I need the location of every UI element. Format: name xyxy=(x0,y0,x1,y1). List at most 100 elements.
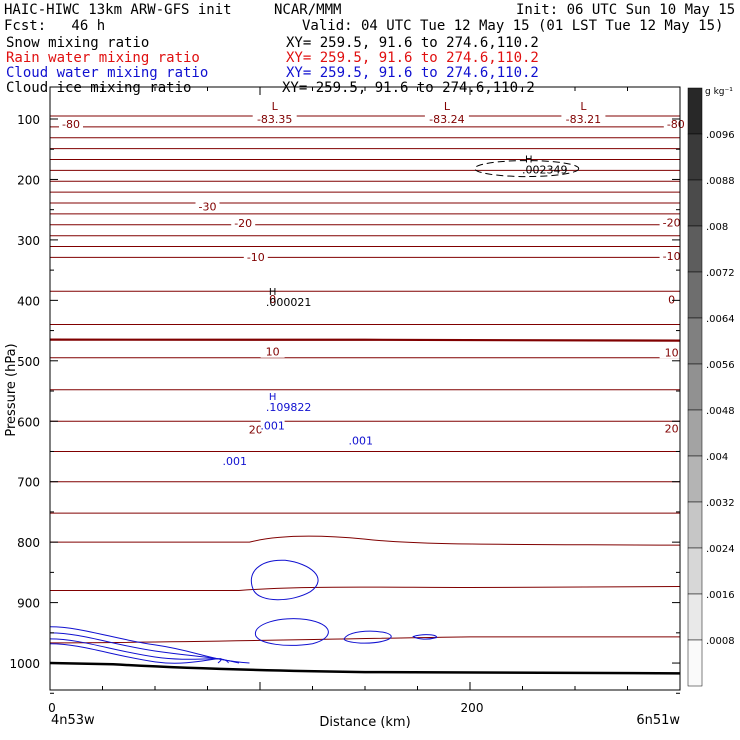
label-background xyxy=(659,293,684,306)
colorbar-tick-label: .0024 xyxy=(706,544,735,555)
maximum-symbol: H xyxy=(269,392,277,403)
isotherm-line xyxy=(49,245,681,248)
y-tick-label: 100 xyxy=(17,113,40,127)
y-tick-label: 900 xyxy=(17,597,40,611)
cloud-water-contour xyxy=(49,643,222,664)
isotherm-line xyxy=(50,586,681,592)
isotherm-line xyxy=(49,450,681,453)
minimum-symbol: L xyxy=(580,100,587,113)
cloud-water-contour xyxy=(250,559,319,601)
colorbar-tick-label: .0032 xyxy=(706,498,735,509)
field-label-rain: Rain water mixing ratio xyxy=(6,50,200,66)
isotherm-label: -80 xyxy=(667,118,685,131)
label-background xyxy=(260,419,285,432)
y-tick-label: 700 xyxy=(17,476,40,490)
colorbar-unit: g kg⁻¹ xyxy=(705,87,733,97)
minimum-symbol: L xyxy=(272,100,279,113)
field-xy-rain: XY= 259.5, 91.6 to 274.6,110.2 xyxy=(286,50,539,66)
maximum-symbol: H xyxy=(269,287,277,298)
freezing-level-line xyxy=(49,338,681,342)
isotherm-line xyxy=(49,180,681,183)
colorbar-step xyxy=(687,639,703,687)
y-tick-label: 1000 xyxy=(9,657,40,671)
maximum-value: .109822 xyxy=(266,401,312,414)
y-tick-label: 800 xyxy=(17,536,40,550)
y-tick-label: 400 xyxy=(17,294,40,308)
label-background xyxy=(231,216,256,229)
colorbar-tick-label: .004 xyxy=(706,452,728,463)
colorbar-tick-label: .0056 xyxy=(706,360,735,371)
colorbar-tick-label: .0088 xyxy=(706,176,735,187)
isotherm-label: -20 xyxy=(663,216,681,229)
isotherm-label: -10 xyxy=(663,250,681,263)
cloud-water-contour xyxy=(49,626,250,664)
isotherm-line xyxy=(49,169,681,172)
isotherm-line xyxy=(49,256,681,259)
isotherm-line xyxy=(49,636,680,644)
y-tick-label: 300 xyxy=(17,234,40,248)
isotherm-line xyxy=(49,136,681,139)
isotherm-label: -20 xyxy=(234,217,252,230)
label-background xyxy=(659,216,684,229)
y-tick-label: 200 xyxy=(17,173,40,187)
label-background xyxy=(260,345,285,358)
field-label-cloud-water: Cloud water mixing ratio xyxy=(6,65,209,81)
isotherm-line xyxy=(49,420,681,423)
field-xy-snow: XY= 259.5, 91.6 to 274.6,110.2 xyxy=(286,35,539,51)
isotherm-line xyxy=(49,191,681,193)
right-endpoint-label: 6n51w xyxy=(636,713,680,728)
field-xy-cloud-ice: XY= 259.5, 91.6 to 274.6,110.2 xyxy=(282,80,535,96)
isotherm-label: 10 xyxy=(266,346,280,359)
colorbar-step xyxy=(687,225,703,273)
label-background xyxy=(348,434,373,447)
temperature-contours xyxy=(49,115,681,675)
colorbar-tick-label: .0064 xyxy=(706,314,735,325)
label-background xyxy=(659,250,684,263)
isotherm-label: -10 xyxy=(247,251,265,264)
plot-frame xyxy=(49,86,681,691)
field-label-snow: Snow mixing ratio xyxy=(6,35,150,51)
cloud-water-label: .001 xyxy=(260,419,285,432)
label-background xyxy=(222,455,247,468)
isotherm-label: 0 xyxy=(668,294,675,307)
isotherm-label: 20 xyxy=(665,423,679,436)
isotherm-line xyxy=(49,290,681,293)
colorbar: g kg⁻¹ .0096 .0088 .008 .0072 .0064 .0056 .0048… xyxy=(687,87,735,687)
colorbar-step xyxy=(687,87,703,135)
isotherm-label: 0 xyxy=(269,293,276,306)
maximum-value: .002349 xyxy=(522,164,568,177)
left-endpoint-label: 4n53w xyxy=(51,713,95,728)
terrain-line xyxy=(49,661,681,675)
colorbar-step xyxy=(687,593,703,641)
colorbar-step xyxy=(687,133,703,181)
maximum-value: .000021 xyxy=(266,296,312,309)
init-time: Init: 06 UTC Sun 10 May 15 xyxy=(516,2,736,18)
isotherm-line xyxy=(49,158,681,161)
field-label-cloud-ice: Cloud ice mixing ratio xyxy=(6,80,192,96)
x-tick-label: 200 xyxy=(461,701,484,715)
colorbar-tick-label: .0016 xyxy=(706,590,735,601)
colorbar-step xyxy=(687,271,703,319)
label-background xyxy=(561,113,606,124)
y-axis-label: Pressure (hPa) xyxy=(4,343,19,436)
minimum-value: -83.21 xyxy=(566,113,601,126)
isotherm-line xyxy=(49,323,681,326)
colorbar-step xyxy=(687,317,703,365)
isotherm-line xyxy=(49,126,681,128)
label-background xyxy=(659,346,684,359)
cloud-water-contour xyxy=(255,618,329,646)
cloud-water-contour xyxy=(412,634,437,640)
label-background xyxy=(260,293,285,306)
label-background xyxy=(424,113,469,124)
colorbar-tick-label: .0048 xyxy=(706,406,735,417)
org-label: NCAR/MMM xyxy=(274,2,342,18)
isotherm-line xyxy=(49,202,681,204)
isotherm-label: -80 xyxy=(62,118,80,131)
colorbar-step xyxy=(687,363,703,411)
x-axis-label: Distance (km) xyxy=(319,715,410,730)
cloud-ice-contour xyxy=(474,160,580,178)
y-tick-label: 600 xyxy=(17,415,40,429)
label-background xyxy=(663,117,688,130)
colorbar-step xyxy=(687,547,703,595)
